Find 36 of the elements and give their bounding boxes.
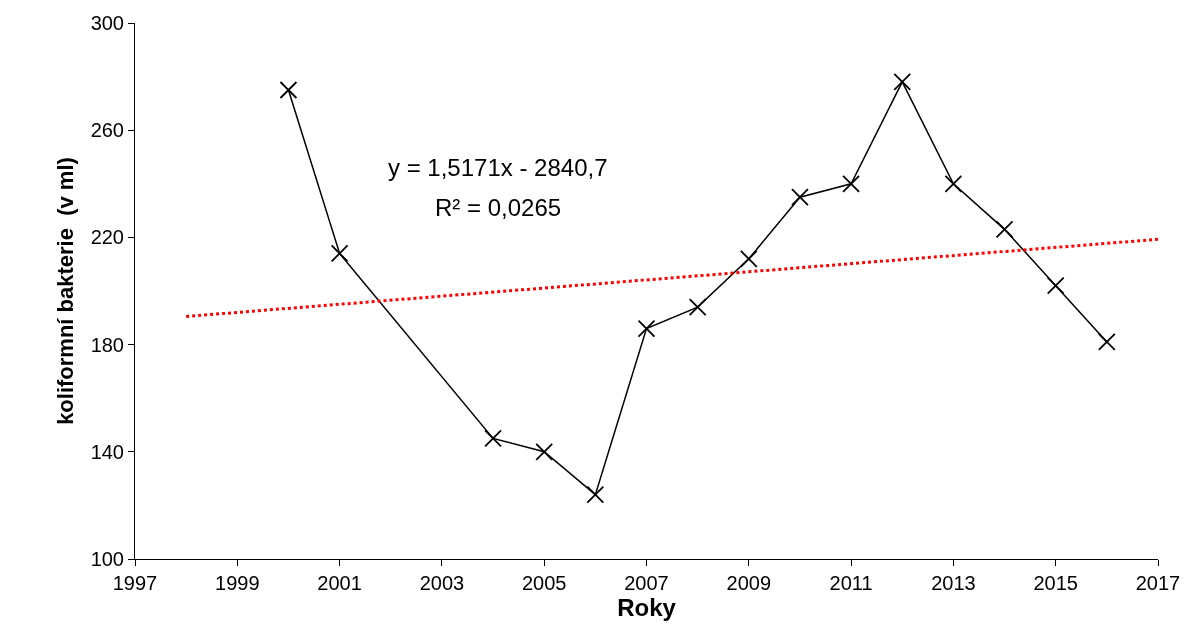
y-tick-label: 260 <box>90 119 124 142</box>
x-tick-label: 2001 <box>317 572 362 594</box>
x-tick-label: 2015 <box>1033 572 1078 594</box>
point <box>535 442 554 461</box>
y-tick-label: 220 <box>90 226 124 249</box>
x-tick-label: 1999 <box>215 572 260 594</box>
point <box>330 244 349 263</box>
x-tick-label: 2009 <box>726 572 772 594</box>
y-axis-title: koliformní bakterie (v ml) <box>53 157 79 425</box>
point <box>688 298 707 316</box>
y-tick-label: 140 <box>90 440 124 463</box>
point <box>791 188 809 207</box>
point <box>842 174 860 193</box>
point <box>586 485 605 504</box>
point <box>484 429 502 448</box>
point <box>739 249 758 268</box>
y-tick-label: 300 <box>90 12 124 34</box>
annotation: R² = 0,0265 <box>435 194 562 221</box>
x-tick-label: 2003 <box>419 572 465 594</box>
point <box>893 73 912 91</box>
point <box>1097 333 1116 351</box>
x-tick-label: 2017 <box>1135 572 1181 594</box>
point <box>944 174 963 193</box>
point <box>279 81 298 99</box>
point <box>637 319 656 338</box>
x-tick-label: 2007 <box>624 572 669 594</box>
point <box>1046 276 1065 295</box>
y-tick-label: 180 <box>90 333 124 356</box>
x-tick-label: 2005 <box>521 572 567 594</box>
x-tick-label: 1997 <box>112 572 158 594</box>
x-tick-label: 2013 <box>931 572 976 594</box>
point <box>995 220 1014 239</box>
y-tick-label: 100 <box>90 548 124 570</box>
x-tick-label: 2011 <box>829 572 873 594</box>
annotation: y = 1,5171x - 2840,7 <box>388 154 608 181</box>
x-axis-title: Roky <box>617 594 677 621</box>
